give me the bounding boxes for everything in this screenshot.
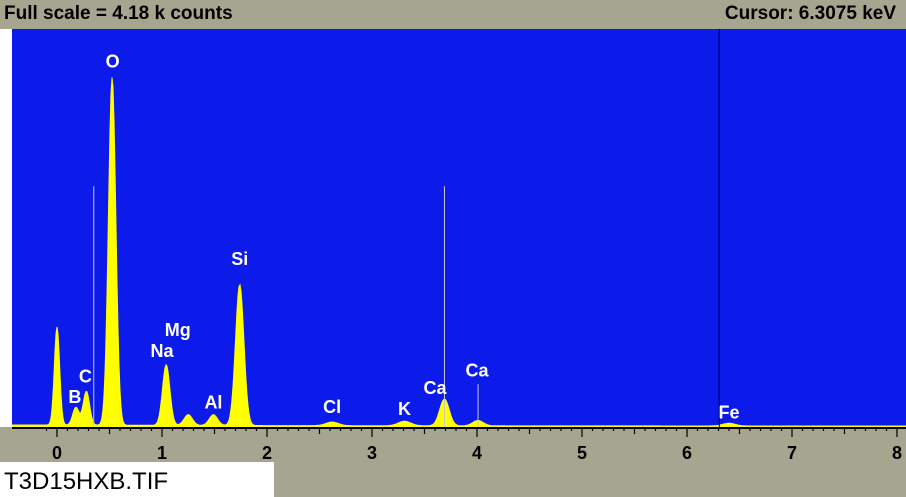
full-scale-label: Full scale = 4.18 k counts — [4, 3, 233, 24]
element-label: Na — [150, 341, 174, 361]
x-tick-label: 1 — [157, 443, 167, 463]
x-tick-label: 5 — [577, 443, 587, 463]
element-label: Cl — [323, 397, 341, 417]
x-tick-label: 7 — [787, 443, 797, 463]
x-tick-label: 4 — [472, 443, 482, 463]
x-tick-label: 2 — [262, 443, 272, 463]
axis-bar — [0, 427, 906, 462]
element-label: Mg — [165, 320, 191, 340]
element-label: Al — [204, 393, 222, 413]
element-label: Ca — [465, 360, 489, 380]
x-tick-label: 0 — [52, 443, 62, 463]
x-tick-label: 3 — [367, 443, 377, 463]
element-label: Si — [231, 249, 248, 269]
filename-label: T3D15HXB.TIF — [0, 467, 173, 497]
element-label: Fe — [718, 402, 739, 422]
x-tick-label: 6 — [682, 443, 692, 463]
plot-area — [12, 29, 906, 427]
status-strip — [274, 462, 906, 497]
element-label: C — [79, 367, 92, 387]
cursor-readout: Cursor: 6.3075 keV — [724, 3, 896, 24]
element-label: Ca — [423, 378, 447, 398]
header-bar: Full scale = 4.18 k counts Cursor: 6.307… — [0, 0, 906, 29]
element-label: B — [68, 387, 81, 407]
x-tick-label: 8 — [892, 443, 902, 463]
element-label: O — [106, 52, 120, 72]
spectrum-area — [11, 77, 906, 428]
element-label: K — [398, 399, 411, 419]
